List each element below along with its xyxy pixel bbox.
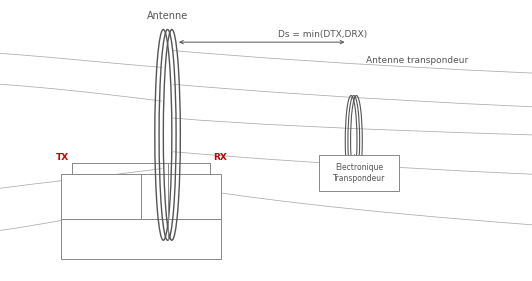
Text: Antenne: Antenne	[147, 11, 188, 21]
Text: Antenne transpondeur: Antenne transpondeur	[367, 56, 469, 65]
Text: Filtrage porteuse
et amplification: Filtrage porteuse et amplification	[148, 187, 213, 207]
Bar	[319, 155, 399, 191]
Bar	[61, 219, 221, 259]
Text: Lecteur RFID: Lecteur RFID	[114, 234, 168, 243]
Text: Electronique
Transpondeur: Electronique Transpondeur	[333, 163, 385, 183]
Bar	[141, 174, 221, 219]
Text: Filtrage et
amplification: Filtrage et amplification	[76, 187, 126, 207]
Bar	[61, 174, 141, 219]
Text: TX: TX	[56, 153, 69, 162]
Text: Ds = min(DTX,DRX): Ds = min(DTX,DRX)	[278, 30, 367, 39]
Text: RX: RX	[213, 153, 227, 162]
